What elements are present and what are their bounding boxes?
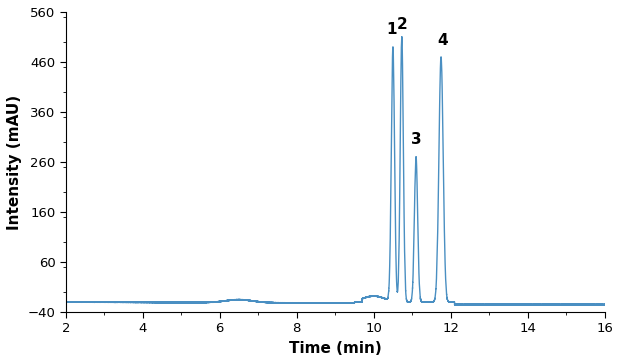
Text: 4: 4 [438, 33, 448, 48]
Text: 3: 3 [412, 132, 422, 147]
X-axis label: Time (min): Time (min) [289, 341, 381, 356]
Text: 2: 2 [397, 17, 408, 32]
Y-axis label: Intensity (mAU): Intensity (mAU) [7, 94, 22, 229]
Text: 1: 1 [386, 22, 397, 37]
